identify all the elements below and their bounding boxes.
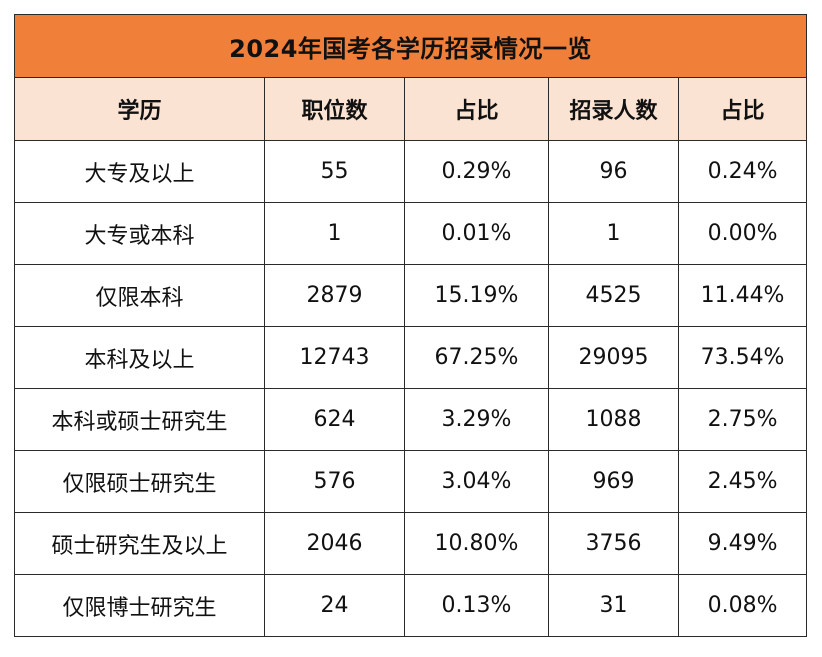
- table-row: 大专及以上 55 0.29% 96 0.24%: [14, 140, 808, 203]
- cell-recruits-share: 0.24%: [677, 140, 808, 203]
- title-row: 2024年国考各学历招录情况一览: [13, 14, 808, 78]
- header-recruits: 招录人数: [548, 77, 679, 141]
- cell-recruits: 3756: [548, 512, 679, 575]
- header-row: 学历 职位数 占比 招录人数 占比: [14, 77, 808, 141]
- cell-positions-share: 10.80%: [404, 512, 549, 575]
- cell-positions-share: 0.13%: [404, 574, 549, 637]
- cell-education: 仅限博士研究生: [14, 574, 265, 637]
- cell-recruits-share: 0.00%: [677, 202, 808, 265]
- table-row: 本科及以上 12743 67.25% 29095 73.54%: [14, 326, 808, 389]
- cell-recruits: 31: [548, 574, 679, 637]
- cell-education: 仅限本科: [14, 264, 265, 327]
- cell-positions-share: 0.01%: [404, 202, 549, 265]
- table-title: 2024年国考各学历招录情况一览: [13, 14, 808, 78]
- cell-positions: 2046: [264, 512, 405, 575]
- cell-education: 本科或硕士研究生: [14, 388, 265, 451]
- header-positions-share: 占比: [404, 77, 549, 141]
- education-recruitment-table: 2024年国考各学历招录情况一览 学历 职位数 占比 招录人数 占比 大专及以上…: [13, 14, 808, 637]
- cell-recruits-share: 2.45%: [677, 450, 808, 513]
- cell-positions: 576: [264, 450, 405, 513]
- cell-recruits: 969: [548, 450, 679, 513]
- cell-education: 大专及以上: [14, 140, 265, 203]
- cell-recruits: 1: [548, 202, 679, 265]
- cell-positions: 624: [264, 388, 405, 451]
- cell-positions: 12743: [264, 326, 405, 389]
- cell-positions: 55: [264, 140, 405, 203]
- cell-recruits-share: 73.54%: [677, 326, 808, 389]
- table-row: 硕士研究生及以上 2046 10.80% 3756 9.49%: [14, 512, 808, 575]
- table-container: 2024年国考各学历招录情况一览 学历 职位数 占比 招录人数 占比 大专及以上…: [13, 14, 808, 640]
- cell-positions-share: 15.19%: [404, 264, 549, 327]
- cell-education: 本科及以上: [14, 326, 265, 389]
- cell-positions: 1: [264, 202, 405, 265]
- header-positions: 职位数: [264, 77, 405, 141]
- header-recruits-share: 占比: [677, 77, 808, 141]
- table-row: 本科或硕士研究生 624 3.29% 1088 2.75%: [14, 388, 808, 451]
- cell-recruits-share: 11.44%: [677, 264, 808, 327]
- cell-positions-share: 3.04%: [404, 450, 549, 513]
- table-row: 仅限硕士研究生 576 3.04% 969 2.45%: [14, 450, 808, 513]
- cell-positions-share: 3.29%: [404, 388, 549, 451]
- cell-education: 大专或本科: [14, 202, 265, 265]
- cell-recruits-share: 9.49%: [677, 512, 808, 575]
- cell-education: 仅限硕士研究生: [14, 450, 265, 513]
- table-row: 仅限博士研究生 24 0.13% 31 0.08%: [14, 574, 808, 637]
- cell-recruits: 4525: [548, 264, 679, 327]
- cell-positions: 2879: [264, 264, 405, 327]
- cell-recruits: 29095: [548, 326, 679, 389]
- cell-recruits-share: 2.75%: [677, 388, 808, 451]
- cell-recruits: 1088: [548, 388, 679, 451]
- header-education: 学历: [14, 77, 265, 141]
- cell-positions-share: 67.25%: [404, 326, 549, 389]
- cell-education: 硕士研究生及以上: [14, 512, 265, 575]
- table-row: 大专或本科 1 0.01% 1 0.00%: [14, 202, 808, 265]
- cell-positions: 24: [264, 574, 405, 637]
- cell-recruits: 96: [548, 140, 679, 203]
- cell-positions-share: 0.29%: [404, 140, 549, 203]
- cell-recruits-share: 0.08%: [677, 574, 808, 637]
- table-row: 仅限本科 2879 15.19% 4525 11.44%: [14, 264, 808, 327]
